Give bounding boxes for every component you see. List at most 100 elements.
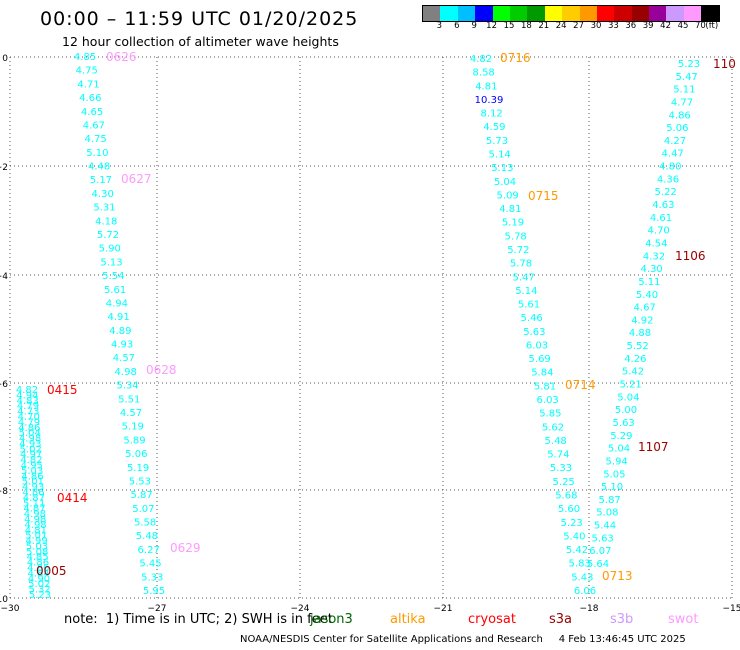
x-tick-label: −24 bbox=[291, 604, 310, 614]
time-label-0626: 0626 bbox=[106, 50, 137, 64]
swh-value-altika: 5.43 bbox=[571, 572, 593, 583]
swh-value-swot: 5.58 bbox=[134, 518, 156, 529]
swh-value-swot: 4.67 bbox=[83, 120, 105, 131]
time-label-0716: 0716 bbox=[500, 51, 531, 65]
swh-value-swot: 5.13 bbox=[100, 257, 122, 268]
swh-value-s3a: 5.04 bbox=[617, 392, 639, 403]
time-label-0715: 0715 bbox=[528, 189, 559, 203]
swh-value-s3a: 4.30 bbox=[641, 264, 663, 275]
swh-value-s3a: 4.32 bbox=[643, 251, 665, 262]
swh-value-cryosat: 4.81 bbox=[25, 525, 47, 536]
swh-value-cryosat: 4.93 bbox=[22, 482, 44, 493]
swh-value-swot: 4.93 bbox=[111, 340, 133, 351]
swh-value-altika: 5.60 bbox=[558, 504, 580, 515]
page-subtitle: 12 hour collection of altimeter wave hei… bbox=[62, 34, 339, 49]
swh-value-cryosat: 5.32 bbox=[29, 585, 51, 596]
swh-value-cryosat: 4.86 bbox=[18, 423, 40, 434]
x-tick-label: −27 bbox=[148, 604, 167, 614]
swh-value-s3a: 5.11 bbox=[673, 85, 695, 96]
swh-value-altika: 5.68 bbox=[555, 491, 577, 502]
time-label-0005: 0005 bbox=[36, 564, 67, 578]
swh-value-s3a: 5.04 bbox=[608, 444, 630, 455]
swh-value-altika: 5.48 bbox=[545, 436, 567, 447]
swh-value-altika: 5.13 bbox=[491, 163, 513, 174]
swh-value-cryosat: 5.01 bbox=[22, 477, 44, 488]
swh-value-swot: 4.57 bbox=[113, 353, 135, 364]
color-scale-legend bbox=[422, 5, 720, 22]
y-tick-label: −4 bbox=[0, 272, 8, 282]
swh-value-altika: 5.33 bbox=[550, 463, 572, 474]
swh-value-altika: 4.59 bbox=[483, 122, 505, 133]
swh-value-cryosat: 4.86 bbox=[27, 563, 49, 574]
swh-value-s3a: 6.07 bbox=[589, 546, 611, 557]
swh-value-swot: 4.89 bbox=[109, 326, 131, 337]
swh-value-cryosat: 4.99 bbox=[25, 536, 47, 547]
swh-value-swot: 5.54 bbox=[102, 271, 124, 282]
swh-value-swot: 5.48 bbox=[136, 531, 158, 542]
swh-value-s3a: 5.00 bbox=[615, 405, 637, 416]
legend-tick-label: 12 bbox=[486, 21, 498, 31]
swh-value-cryosat: 4.84 bbox=[27, 568, 49, 579]
swh-value-altika: 4.81 bbox=[475, 81, 497, 92]
legend-tick-label: 36 bbox=[625, 21, 637, 31]
swh-value-cryosat: 4.98 bbox=[24, 520, 46, 531]
x-tick-label: −30 bbox=[1, 604, 20, 614]
swh-value-cryosat: 5.03 bbox=[26, 541, 48, 552]
time-label-110: 110 bbox=[713, 57, 736, 71]
time-label-0713: 0713 bbox=[602, 569, 633, 583]
y-tick-label: −10 bbox=[0, 595, 8, 605]
satellite-legend-jason3: jason3 bbox=[310, 612, 353, 627]
legend-swatch bbox=[683, 6, 702, 21]
y-tick-label: −2 bbox=[0, 163, 8, 173]
legend-swatch bbox=[562, 6, 580, 21]
swh-value-swot: 4.91 bbox=[107, 312, 129, 323]
swh-value-swot: 4.48 bbox=[88, 162, 110, 173]
swh-value-altika: 6.03 bbox=[537, 395, 559, 406]
swh-value-s3a: 5.29 bbox=[610, 431, 632, 442]
swh-value-altika: 8.12 bbox=[481, 109, 503, 120]
swh-value-swot: 4.18 bbox=[95, 216, 117, 227]
swh-value-cryosat: 5.03 bbox=[21, 466, 43, 477]
legend-tick-label: 21 bbox=[538, 21, 550, 31]
legend-tick-label: 6 bbox=[454, 21, 460, 31]
swh-value-altika: 5.72 bbox=[507, 245, 529, 256]
swh-value-s3a: 5.21 bbox=[620, 380, 642, 391]
swh-value-swot: 6.27 bbox=[138, 545, 160, 556]
swh-value-swot: 5.17 bbox=[90, 175, 112, 186]
swh-value-swot: 4.85 bbox=[74, 52, 96, 63]
swh-value-cryosat: 4.97 bbox=[20, 450, 42, 461]
swh-value-s3a: 4.36 bbox=[657, 174, 679, 185]
swh-value-swot: 5.19 bbox=[122, 422, 144, 433]
legend-swatch bbox=[596, 6, 615, 21]
swh-value-altika: 10.39 bbox=[475, 95, 504, 106]
swh-value-cryosat: 4.79 bbox=[17, 401, 39, 412]
swh-value-altika: 5.83 bbox=[569, 559, 591, 570]
x-tick-label: −21 bbox=[434, 604, 453, 614]
legend-swatch bbox=[614, 6, 632, 21]
swh-value-s3a: 4.47 bbox=[662, 149, 684, 160]
swh-value-swot: 5.53 bbox=[129, 476, 151, 487]
legend-tick-label: 9 bbox=[471, 21, 477, 31]
swh-value-s3a: 4.63 bbox=[652, 200, 674, 211]
time-label-0629: 0629 bbox=[170, 541, 201, 555]
time-label-0627: 0627 bbox=[121, 172, 152, 186]
swh-value-s3a: 4.26 bbox=[624, 354, 646, 365]
swh-value-altika: 6.06 bbox=[574, 586, 596, 597]
swh-value-swot: 5.90 bbox=[99, 244, 121, 255]
legend-swatch bbox=[631, 6, 650, 21]
swh-value-cryosat: 4.90 bbox=[28, 574, 50, 585]
swh-value-s3a: 4.86 bbox=[669, 110, 691, 121]
swh-value-altika: 5.40 bbox=[563, 531, 585, 542]
swh-value-s3a: 5.40 bbox=[636, 290, 658, 301]
swh-value-swot: 5.31 bbox=[93, 203, 115, 214]
swh-value-cryosat: 4.73 bbox=[17, 407, 39, 418]
swh-value-s3a: 5.47 bbox=[676, 72, 698, 83]
swh-value-altika: 5.14 bbox=[515, 286, 537, 297]
swh-value-s3a: 5.10 bbox=[601, 482, 623, 493]
swh-value-s3a: 4.70 bbox=[648, 226, 670, 237]
y-tick-label: −6 bbox=[0, 380, 8, 390]
swh-value-altika: 8.58 bbox=[473, 68, 495, 79]
swh-value-cryosat: 5.23 bbox=[29, 590, 51, 601]
swh-value-altika: 5.74 bbox=[547, 450, 569, 461]
swh-value-cryosat: 4.83 bbox=[17, 396, 39, 407]
